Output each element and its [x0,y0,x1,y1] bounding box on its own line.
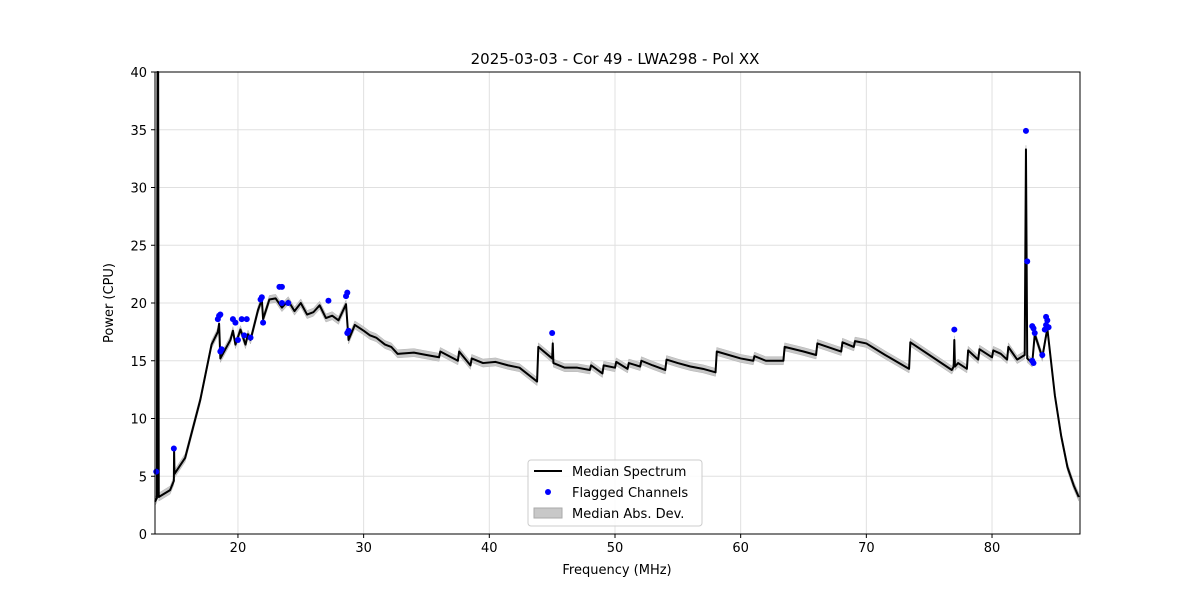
flagged-channels-series [153,127,1052,475]
legend-box [527,459,703,527]
flagged-channel-point [1031,330,1038,337]
y-tick-label: 30 [130,182,147,197]
chart-title: 2025-03-03 - Cor 49 - LWA298 - Pol XX [471,50,760,68]
y-tick-label: 0 [139,528,147,543]
mad-band-area [154,71,1079,506]
flagged-channel-point [234,336,241,343]
legend-flagged-channels: Flagged Channels [572,486,688,501]
flagged-channel-point [285,300,292,306]
flagged-channel-point [247,334,254,341]
x-tick-label: 60 [732,541,749,556]
legend-band-swatch [533,507,563,519]
flagged-channel-point [232,319,239,326]
y-tick-label: 25 [130,239,147,254]
median-spectrum-line [154,71,1080,503]
flagged-channel-point [1044,317,1051,324]
axis-ticks: 20 30 40 50 60 70 80 0 5 10 15 20 25 30 35 40 [130,66,1000,556]
flagged-channel-point [1039,351,1046,358]
flagged-channel-point [1024,258,1031,265]
flagged-channel-point [258,294,265,301]
flagged-channel-point [1030,325,1037,332]
flagged-channel-point [241,332,248,339]
flagged-channel-point [153,468,160,475]
legend-median-spectrum: Median Spectrum [572,465,686,480]
flagged-channel-point [217,348,224,355]
flagged-channel-point [345,327,352,334]
flagged-channel-point [238,316,245,323]
flagged-channel-point [278,283,285,290]
x-axis-label: Frequency (MHz) [562,563,671,578]
x-tick-label: 70 [858,541,875,556]
grid [155,71,1080,535]
y-tick-label: 40 [130,66,147,81]
flagged-channel-point [1022,127,1029,134]
legend: Median Spectrum Flagged Channels Median … [527,459,703,527]
y-tick-label: 20 [130,297,147,312]
flagged-channel-point [243,316,250,323]
legend-mad: Median Abs. Dev. [572,507,684,522]
flagged-channel-point [278,300,285,306]
flagged-channel-point [1030,360,1037,367]
y-tick-label: 5 [139,470,147,485]
y-axis-label: Power (CPU) [102,263,117,343]
flagged-channel-point [344,289,351,296]
flagged-channel-point [170,445,177,452]
y-tick-label: 15 [130,355,147,370]
y-tick-label: 35 [130,124,147,139]
y-tick-label: 10 [130,413,147,428]
x-tick-label: 80 [984,541,1001,556]
flagged-channel-point [1045,324,1052,331]
mad-band [154,71,1079,506]
flagged-channel-point [549,330,556,337]
x-tick-label: 30 [355,541,372,556]
median-spectrum-series [154,71,1080,503]
flagged-channel-point [951,326,958,333]
legend-dot-swatch [545,489,551,495]
flagged-channel-point [217,311,224,318]
flagged-channel-point [260,319,267,326]
x-tick-label: 50 [607,541,624,556]
x-tick-label: 20 [230,541,247,556]
flagged-channel-point [325,297,332,304]
x-tick-label: 40 [481,541,498,556]
